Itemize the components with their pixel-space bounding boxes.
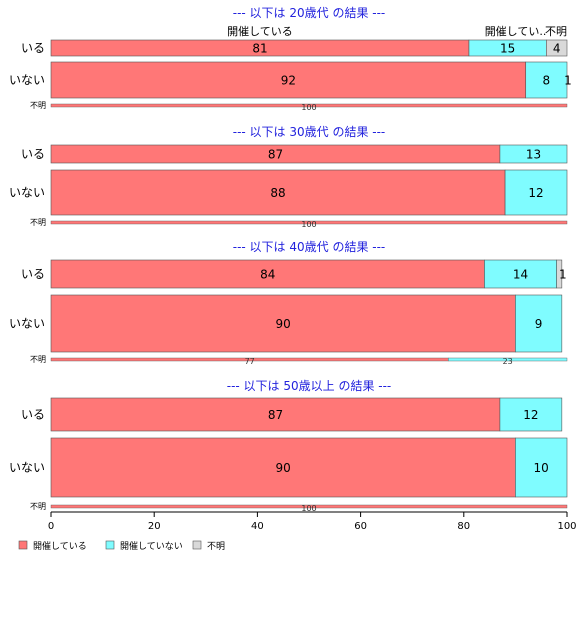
x-tick-label: 0 (48, 521, 54, 532)
row-label: いない (9, 461, 45, 475)
bar-segment (50, 294, 516, 353)
row-label: いる (21, 408, 45, 422)
bar-value-label: 90 (276, 461, 291, 475)
bar-segment (499, 397, 563, 432)
row-label: 不明 (30, 502, 46, 511)
panel-title: --- 以下は 30歳代 の結果 --- (233, 125, 386, 139)
bar-segment (515, 437, 568, 498)
x-tick-label: 80 (457, 521, 470, 532)
bar-segment (448, 357, 568, 362)
x-tick-label: 100 (557, 521, 576, 532)
bar-value-label: 100 (301, 220, 316, 229)
row-label: いない (9, 73, 45, 87)
bar-segment (499, 144, 568, 164)
bar-value-label: 1 (564, 74, 572, 88)
row-label: 不明 (30, 355, 46, 364)
legend-label: 開催していない (120, 540, 183, 552)
bar-segment (515, 294, 563, 353)
bar-segment (50, 504, 568, 509)
x-tick-label: 60 (354, 521, 367, 532)
panel-title: --- 以下は 20歳代 の結果 --- (233, 6, 386, 20)
bar-value-label: 84 (260, 268, 275, 282)
bar-segment (556, 259, 563, 289)
row-label: いない (9, 186, 45, 200)
legend-label: 不明 (207, 541, 225, 552)
top-label-unknown: 不明 (545, 25, 567, 38)
legend-swatch (192, 540, 202, 550)
bar-value-label: 9 (535, 317, 543, 331)
bar-value-label: 8 (543, 74, 551, 88)
panel-title: --- 以下は 40歳代 の結果 --- (233, 240, 386, 254)
bar-value-label: 1 (559, 268, 567, 282)
bar-segment (50, 397, 501, 432)
bar-value-label: 100 (301, 103, 316, 112)
bar-segment (50, 259, 485, 289)
legend-label: 開催している (33, 540, 87, 552)
bar-value-label: 81 (252, 42, 267, 56)
bar-value-label: 88 (270, 186, 285, 200)
row-label: いる (21, 41, 45, 55)
bar-value-label: 14 (513, 268, 528, 282)
bar-value-label: 23 (503, 357, 513, 366)
bar-segment (504, 169, 568, 216)
bar-value-label: 87 (268, 408, 283, 422)
bar-value-label: 12 (528, 186, 543, 200)
top-label-not-held: 開催してい.. (485, 24, 547, 38)
bar-value-label: 100 (301, 504, 316, 513)
x-tick-label: 40 (251, 521, 264, 532)
panel-title: --- 以下は 50歳以上 の結果 --- (227, 379, 392, 393)
bar-segment (546, 39, 568, 57)
row-label: 不明 (30, 101, 46, 110)
row-label: 不明 (30, 218, 46, 227)
row-label: いない (9, 317, 45, 331)
bar-segment (50, 220, 568, 225)
bar-segment (484, 259, 557, 289)
row-label: いる (21, 147, 45, 161)
top-label-held: 開催している (227, 24, 293, 38)
bar-value-label: 12 (523, 408, 538, 422)
bar-value-label: 77 (245, 357, 255, 366)
legend-swatch (18, 540, 28, 550)
bar-segment (525, 61, 568, 99)
bar-value-label: 10 (534, 461, 549, 475)
bar-value-label: 15 (500, 42, 515, 56)
bar-value-label: 13 (526, 148, 541, 162)
bar-value-label: 4 (553, 42, 561, 56)
bar-value-label: 92 (281, 74, 296, 88)
legend-swatch (105, 540, 115, 550)
bar-value-label: 87 (268, 148, 283, 162)
bar-value-label: 90 (276, 317, 291, 331)
row-label: いる (21, 267, 45, 281)
bar-segment (50, 103, 568, 108)
x-tick-label: 20 (148, 521, 161, 532)
